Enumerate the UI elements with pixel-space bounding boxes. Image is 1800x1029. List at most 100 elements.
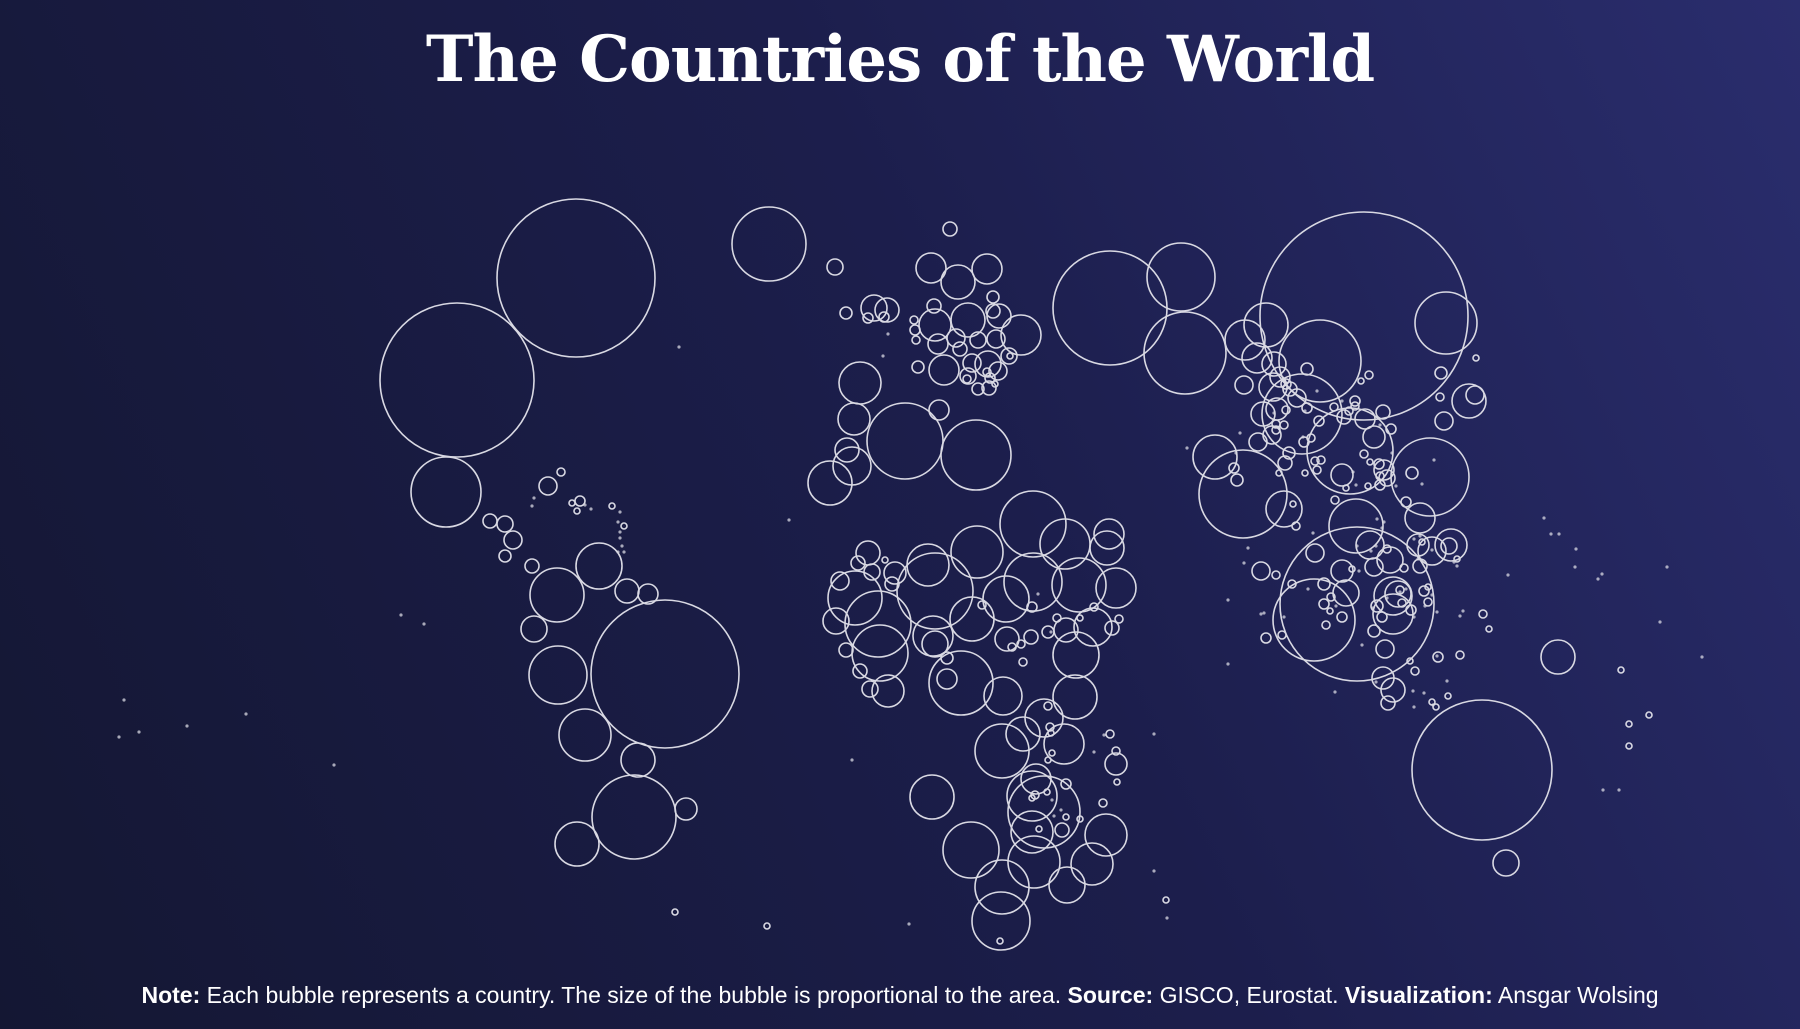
country-bubble <box>928 650 994 716</box>
country-bubble <box>1306 407 1394 495</box>
country-bubble <box>1265 397 1289 421</box>
country-bubble <box>1281 405 1291 415</box>
country-bubble <box>1143 311 1227 395</box>
country-bubble <box>618 536 622 540</box>
country-bubble <box>573 507 581 515</box>
country-bubble <box>1259 612 1263 616</box>
country-bubble <box>1052 814 1056 818</box>
country-bubble <box>1243 302 1289 348</box>
country-bubble <box>1397 598 1407 608</box>
country-bubble <box>1326 607 1334 615</box>
country-bubble <box>1259 211 1469 421</box>
country-bubble <box>1434 366 1448 380</box>
country-bubble <box>1420 482 1424 486</box>
country-bubble <box>1165 916 1169 920</box>
country-bubble <box>1010 810 1054 854</box>
country-bubble <box>1051 557 1107 613</box>
country-bubble <box>850 758 854 762</box>
country-bubble <box>1399 563 1409 573</box>
country-bubble <box>1478 609 1488 619</box>
country-bubble <box>1390 437 1470 517</box>
country-bubble <box>1414 291 1478 355</box>
country-bubble <box>538 476 558 496</box>
country-bubble <box>422 622 426 626</box>
country-bubble <box>1260 632 1272 644</box>
country-bubble <box>1485 625 1493 633</box>
country-bubble <box>1332 579 1360 607</box>
country-bubble <box>1234 375 1254 395</box>
country-bubble <box>1617 666 1625 674</box>
country-bubble <box>1006 770 1058 822</box>
country-bubble <box>1430 593 1434 597</box>
country-bubble <box>1384 580 1412 608</box>
country-bubble <box>946 328 966 348</box>
country-bubble <box>1412 705 1416 709</box>
country-bubble <box>827 570 883 626</box>
country-bubble <box>1416 557 1420 561</box>
country-bubble <box>986 329 1006 349</box>
country-bubble <box>677 345 681 349</box>
country-bubble <box>616 520 620 524</box>
visualization-text: Ansgar Wolsing <box>1492 982 1659 1008</box>
country-bubble <box>1375 639 1395 659</box>
country-bubble <box>1275 469 1283 477</box>
country-bubble <box>1405 604 1417 616</box>
country-bubble <box>927 333 949 355</box>
country-bubble <box>982 575 1030 623</box>
country-bubble <box>568 499 576 507</box>
country-bubble <box>1238 431 1242 435</box>
country-bubble <box>1093 518 1125 550</box>
country-bubble <box>620 742 656 778</box>
country-bubble <box>1455 564 1459 568</box>
country-bubble <box>921 630 949 658</box>
country-bubble <box>1374 544 1378 548</box>
country-bubble <box>529 567 585 623</box>
country-bubble <box>1412 615 1416 619</box>
country-bubble <box>614 578 640 604</box>
country-bubble <box>731 206 807 282</box>
country-bubble <box>1340 399 1344 403</box>
country-bubble <box>1289 500 1297 508</box>
country-bubble <box>574 495 586 507</box>
country-bubble <box>1287 388 1307 408</box>
country-bubble <box>1404 502 1436 534</box>
country-bubble <box>985 303 1001 319</box>
country-bubble <box>1354 408 1376 430</box>
country-bubble <box>671 908 679 916</box>
country-bubble <box>852 663 868 679</box>
country-bubble <box>1398 590 1402 594</box>
country-bubble <box>1472 354 1480 362</box>
country-bubble <box>1359 449 1369 459</box>
country-bubble <box>855 540 881 566</box>
country-bubble <box>498 549 512 563</box>
country-bubble <box>871 674 905 708</box>
country-bubble <box>1272 578 1356 662</box>
country-bubble <box>1054 822 1070 838</box>
country-bubble <box>787 518 791 522</box>
country-bubble <box>909 324 921 336</box>
country-bubble <box>1152 732 1156 736</box>
source-label: Source: <box>1067 982 1154 1008</box>
country-bubble <box>1434 528 1468 562</box>
country-bubble <box>1435 654 1439 658</box>
country-bubble <box>962 374 972 384</box>
country-bubble <box>1262 611 1266 615</box>
country-bubble <box>942 221 958 237</box>
country-bubble <box>1370 599 1384 613</box>
country-bubble <box>1062 813 1070 821</box>
country-bubble <box>988 361 1008 381</box>
country-bubble <box>1036 592 1040 596</box>
country-bubble <box>1044 756 1052 764</box>
country-bubble <box>1084 813 1128 857</box>
country-bubble <box>1376 546 1404 574</box>
country-bubble <box>1317 577 1331 591</box>
country-bubble <box>554 821 600 867</box>
country-bubble <box>981 380 997 396</box>
country-bubble <box>1422 691 1426 695</box>
country-bubble <box>834 437 860 463</box>
country-bubble <box>999 490 1067 558</box>
country-bubble <box>1354 483 1358 487</box>
country-bubble <box>1114 614 1124 624</box>
country-bubble <box>942 821 1000 879</box>
